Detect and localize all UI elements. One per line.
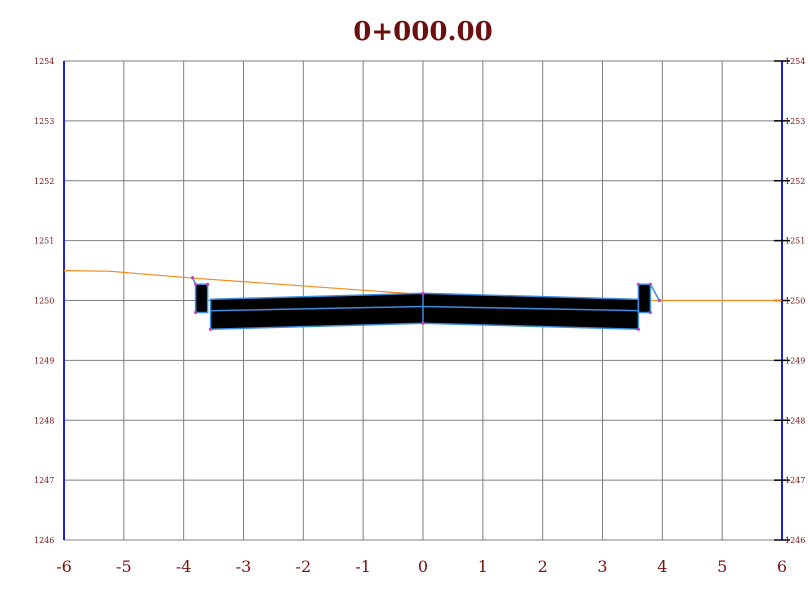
section-vertex-point — [194, 310, 198, 315]
y-tick-label-right: 1246 — [785, 536, 805, 545]
x-tick-label: -2 — [296, 557, 312, 576]
section-vertex-point — [208, 327, 213, 331]
x-tick-label: 6 — [777, 557, 787, 576]
y-tick-label-right: 1248 — [785, 416, 805, 425]
section-vertex-point — [636, 282, 641, 286]
x-tick-label: -3 — [236, 557, 252, 576]
x-tick-label: -6 — [56, 557, 72, 576]
section-geometry — [63, 270, 782, 331]
pavement-section — [209, 292, 640, 330]
grid-layer — [63, 60, 790, 541]
x-tick-label: -1 — [355, 557, 371, 576]
y-tick-label-right: 1253 — [785, 117, 805, 126]
y-tick-label-right: 1251 — [785, 237, 805, 246]
section-vertex-point — [636, 327, 641, 331]
y-tick-label-right: 1249 — [785, 356, 805, 365]
left-curb — [194, 283, 209, 314]
section-vertex-point — [648, 310, 652, 315]
section-vertex-point — [648, 282, 652, 286]
y-tick-label-left: 1253 — [34, 117, 54, 126]
y-tick-label-left: 1246 — [34, 536, 54, 545]
right-curb — [637, 283, 652, 314]
y-tick-label-left: 1248 — [34, 416, 54, 425]
right-slope-line — [649, 283, 660, 301]
y-tick-label-left: 1247 — [34, 476, 54, 485]
x-tick-label: 0 — [418, 557, 428, 576]
section-vertex-point — [191, 276, 195, 280]
y-tick-label-right: 1252 — [785, 177, 805, 186]
y-tick-label-left: 1254 — [34, 57, 54, 66]
y-tick-label-right: 1254 — [785, 57, 805, 66]
y-tick-label-left: 1250 — [34, 297, 54, 306]
x-tick-label: 1 — [478, 557, 488, 576]
section-vertex-point — [206, 282, 210, 286]
y-tick-label-right: 1250 — [785, 297, 805, 306]
section-vertex-point — [657, 298, 661, 303]
x-tick-label: 4 — [657, 557, 667, 576]
x-tick-label: 2 — [538, 557, 548, 576]
y-tick-label-right: 1247 — [785, 476, 805, 485]
y-tick-label-left: 1252 — [34, 177, 54, 186]
section-vertex-point — [421, 321, 425, 325]
x-tick-label: -4 — [176, 557, 192, 576]
x-tick-label: 5 — [717, 557, 727, 576]
section-vertex-point — [421, 291, 425, 295]
y-tick-label-left: 1249 — [34, 356, 54, 365]
x-tick-label: 3 — [597, 557, 607, 576]
x-tick-label: -5 — [116, 557, 132, 576]
y-tick-label-left: 1251 — [34, 237, 54, 246]
section-vertex-point — [194, 282, 198, 286]
section-station-title: 0+000.00 — [353, 17, 492, 47]
